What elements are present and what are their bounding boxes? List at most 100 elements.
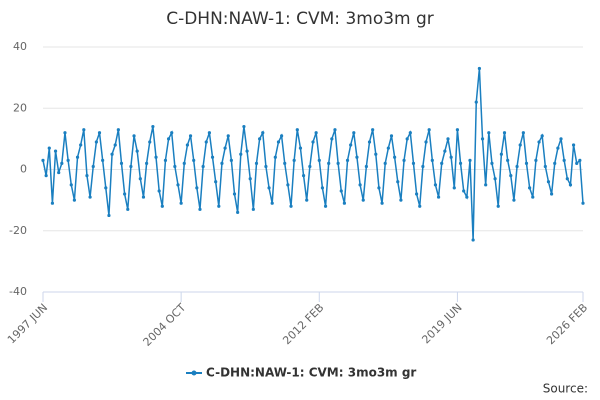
point [540, 134, 544, 138]
point [104, 186, 108, 190]
source: Source: [543, 382, 588, 396]
point [528, 186, 532, 190]
point [280, 134, 284, 138]
point [41, 158, 45, 162]
point [515, 164, 519, 169]
point [289, 204, 293, 208]
point [305, 198, 309, 202]
point [562, 158, 566, 162]
point [575, 161, 579, 165]
point [217, 204, 221, 208]
point [374, 152, 378, 156]
point [207, 131, 211, 135]
point [53, 149, 58, 153]
point [550, 192, 554, 196]
point [377, 186, 381, 190]
point [210, 155, 215, 159]
point [487, 131, 491, 135]
point [47, 146, 51, 150]
point [474, 100, 478, 104]
point [185, 143, 190, 147]
x-tick-label: 2012 FEB [280, 301, 326, 347]
point [458, 161, 463, 165]
point [119, 161, 124, 165]
point [251, 207, 255, 211]
x-tick-label: 2004 OCT [141, 301, 189, 349]
point [521, 131, 525, 135]
point [411, 161, 416, 165]
point [79, 143, 83, 147]
point [229, 158, 233, 162]
point [63, 131, 67, 135]
point [383, 161, 387, 165]
point [537, 140, 541, 144]
point [69, 183, 73, 187]
point [57, 170, 61, 175]
point [427, 128, 431, 132]
point [415, 192, 419, 196]
point [239, 152, 243, 156]
point [97, 131, 102, 135]
point [179, 201, 183, 205]
point [468, 158, 472, 162]
point [85, 174, 89, 178]
point [393, 155, 397, 159]
point [333, 128, 337, 132]
point [546, 180, 551, 184]
point [323, 204, 328, 208]
point [556, 146, 560, 150]
point [396, 180, 400, 184]
point [258, 137, 262, 141]
point [389, 134, 394, 138]
point [446, 137, 450, 141]
point [399, 198, 403, 202]
point [493, 177, 497, 181]
point [214, 180, 218, 184]
point [264, 164, 268, 169]
point [273, 155, 277, 159]
point [176, 183, 180, 187]
point [82, 128, 86, 132]
y-tick-label: 0 [20, 163, 27, 176]
point [298, 146, 303, 150]
point [204, 140, 208, 144]
point [101, 158, 105, 162]
point [430, 158, 434, 162]
point [336, 161, 340, 165]
point [534, 158, 538, 162]
point [355, 155, 359, 159]
x-tick-label: 2026 FEB [544, 301, 590, 347]
point [129, 164, 133, 169]
point [60, 161, 64, 165]
point [145, 161, 149, 165]
point [248, 177, 252, 181]
point [512, 198, 516, 202]
point [44, 174, 48, 178]
y-tick-label: -20 [9, 224, 27, 237]
point [141, 195, 146, 199]
point [367, 140, 372, 144]
point [327, 161, 331, 165]
point [364, 164, 368, 169]
point [490, 161, 494, 165]
point [154, 155, 158, 159]
point [286, 183, 290, 187]
point [301, 174, 306, 178]
point [571, 143, 576, 147]
point [361, 198, 365, 202]
legend-label: C-DHN:NAW-1: CVM: 3mo3m gr [206, 366, 416, 380]
point [254, 161, 259, 165]
point [440, 161, 444, 165]
point [531, 195, 535, 199]
point [236, 210, 240, 214]
point [123, 192, 127, 196]
point [509, 174, 513, 178]
point [408, 131, 412, 135]
point [449, 155, 453, 159]
point [352, 131, 356, 135]
point [462, 189, 466, 193]
point [148, 140, 152, 144]
point [163, 158, 168, 162]
point [471, 238, 475, 242]
